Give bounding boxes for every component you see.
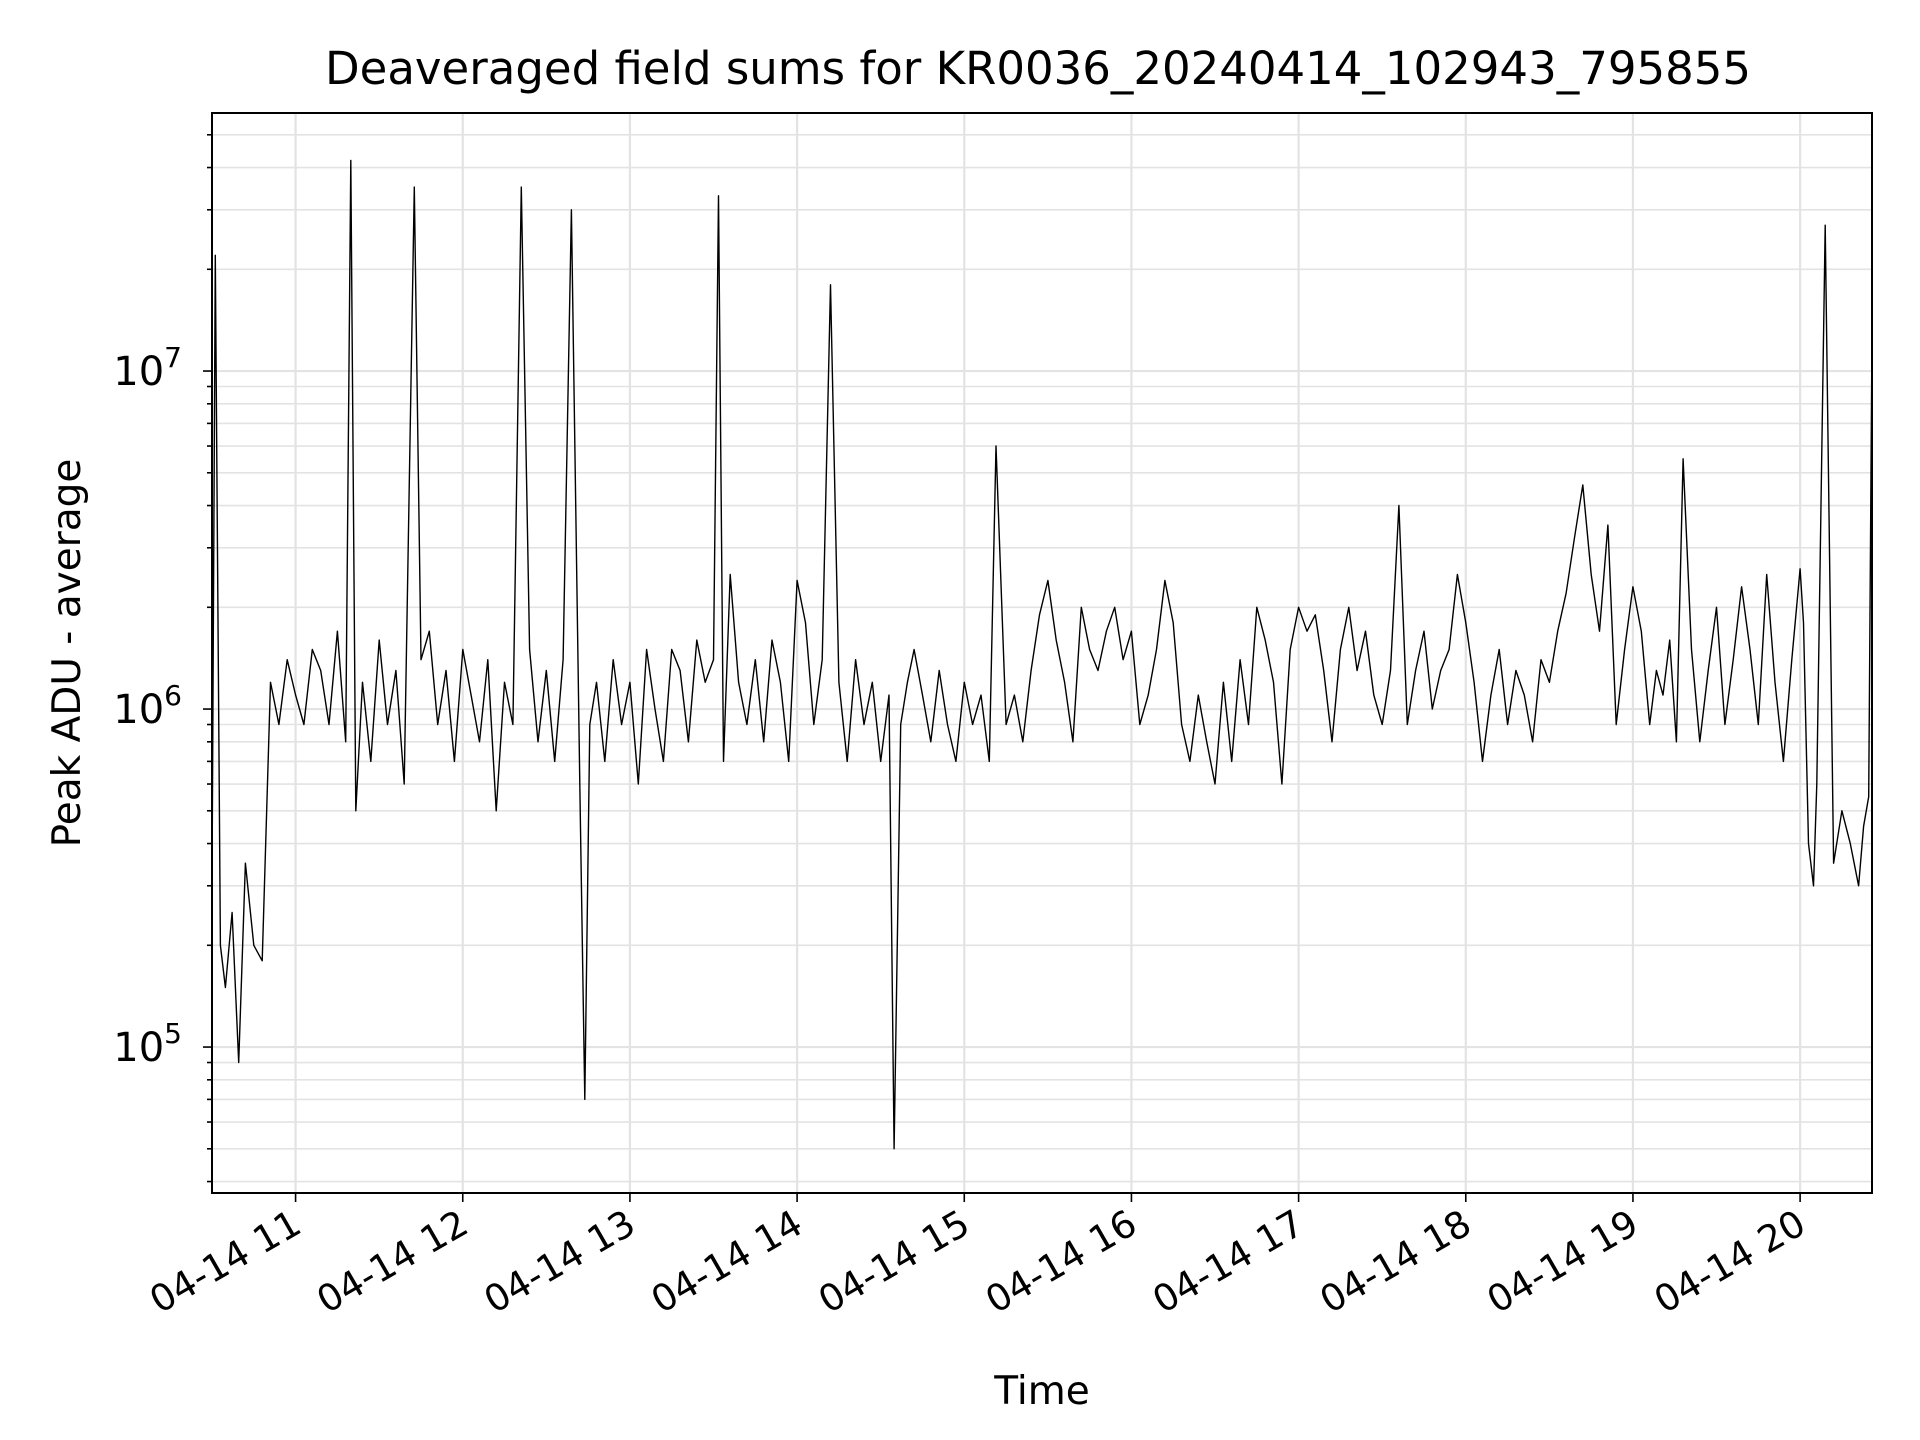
chart-title: Deaveraged field sums for KR0036_2024041… <box>325 42 1751 95</box>
y-tick-label: 105 <box>113 1017 182 1071</box>
plot-frame <box>211 112 1873 1194</box>
y-tick-labels: 105 106 107 <box>113 341 182 1071</box>
y-tick-label: 107 <box>113 341 182 395</box>
y-tick-label: 106 <box>113 679 182 733</box>
y-axis-label: Peak ADU - average <box>45 459 90 848</box>
series-group <box>211 159 1873 1150</box>
series-line <box>211 159 1873 1150</box>
grid <box>212 113 1872 1193</box>
x-axis-label: Time <box>993 1369 1089 1414</box>
